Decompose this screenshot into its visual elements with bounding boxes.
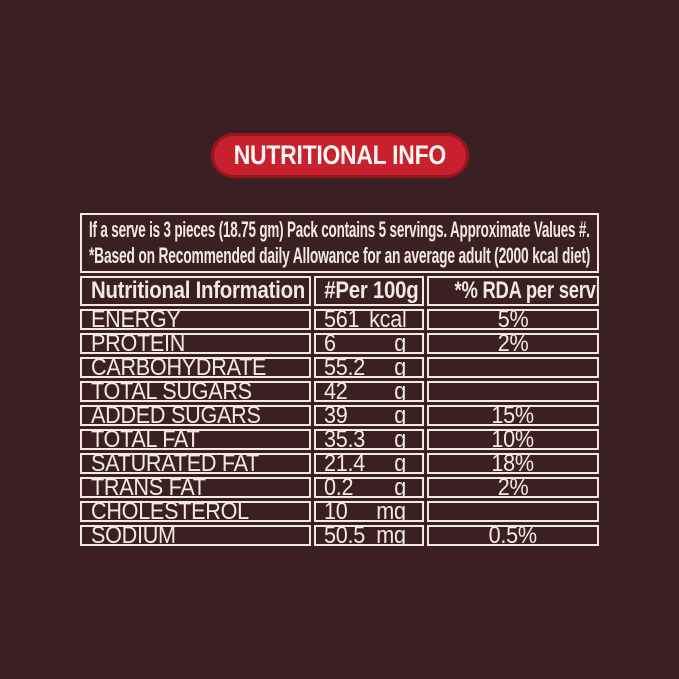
nutrient-unit: kcal — [368, 309, 407, 330]
nutrient-unit: g — [394, 333, 406, 354]
nutrient-value: 0.2 — [323, 477, 354, 498]
nutrient-value: 21.4 — [323, 453, 365, 474]
nutrient-name-cell: CARBOHYDRATE — [79, 357, 311, 378]
nutrient-name-cell: TOTAL SUGARS — [79, 381, 311, 402]
nutrient-rda-value: 2% — [497, 477, 529, 498]
nutrient-name: PROTEIN — [90, 333, 186, 354]
nutrient-rda-cell: 0.5% — [426, 525, 599, 546]
nutrient-name: ADDED SUGARS — [90, 405, 261, 426]
nutrient-name: CARBOHYDRATE — [90, 357, 267, 378]
column-header-row: Nutritional Information #Per 100g *% RDA… — [79, 276, 599, 306]
nutrient-rda-value: 0.5% — [488, 525, 538, 546]
nutrient-rda-cell: 10% — [426, 429, 599, 450]
nutrient-unit: mg — [376, 525, 407, 546]
nutrient-name-cell: PROTEIN — [79, 333, 311, 354]
nutrient-rda-value: 15% — [491, 405, 535, 426]
nutrient-value: 39 — [323, 405, 348, 426]
col-header-per-100g: #Per 100g — [313, 276, 424, 306]
nutritional-info-badge-label: NUTRITIONAL INFO — [233, 140, 446, 170]
nutrient-name-cell: TRANS FAT — [79, 477, 311, 498]
nutrient-amount-cell: 55.2 g — [313, 357, 424, 378]
col-header-nutritional-information: Nutritional Information — [79, 276, 311, 306]
nutrient-rda-value: 10% — [491, 429, 535, 450]
nutrient-name-cell: ENERGY — [79, 309, 311, 330]
nutrient-row: SATURATED FAT 21.4 g 18% — [79, 453, 599, 474]
nutrient-name: ENERGY — [90, 309, 181, 330]
nutrient-value: 6 — [323, 333, 336, 354]
nutrient-rda-cell — [426, 357, 599, 378]
nutrient-value: 10 — [323, 501, 348, 522]
nutrient-rda-cell — [426, 381, 599, 402]
nutrient-amount-cell: 50.5 mg — [313, 525, 424, 546]
nutrient-rda-cell: 2% — [426, 477, 599, 498]
nutrient-name: TRANS FAT — [90, 477, 206, 498]
nutrient-amount-cell: 6 g — [313, 333, 424, 354]
serving-note: If a serve is 3 pieces (18.75 gm) Pack c… — [79, 213, 599, 273]
nutrient-name-cell: SATURATED FAT — [79, 453, 311, 474]
nutrient-amount-cell: 10 mg — [313, 501, 424, 522]
nutrition-table-body: If a serve is 3 pieces (18.75 gm) Pack c… — [79, 213, 599, 546]
nutritional-info-badge: NUTRITIONAL INFO — [210, 133, 469, 178]
nutrient-name: TOTAL FAT — [90, 429, 200, 450]
nutrient-amount-cell: 39 g — [313, 405, 424, 426]
nutrient-unit: g — [394, 477, 406, 498]
nutrient-row: CHOLESTEROL 10 mg — [79, 501, 599, 522]
nutrient-name-cell: ADDED SUGARS — [79, 405, 311, 426]
serving-note-row: If a serve is 3 pieces (18.75 gm) Pack c… — [79, 213, 599, 273]
nutrient-row: PROTEIN 6 g 2% — [79, 333, 599, 354]
nutrient-amount-cell: 42 g — [313, 381, 424, 402]
nutrient-row: TRANS FAT 0.2 g 2% — [79, 477, 599, 498]
nutrient-value: 561 — [323, 309, 360, 330]
nutrient-value: 42 — [323, 381, 348, 402]
serving-note-line-1: If a serve is 3 pieces (18.75 gm) Pack c… — [88, 217, 590, 242]
nutrient-name: TOTAL SUGARS — [90, 381, 252, 402]
nutrient-row: ADDED SUGARS 39 g 15% — [79, 405, 599, 426]
nutrient-unit: g — [394, 453, 406, 474]
nutrient-amount-cell: 21.4 g — [313, 453, 424, 474]
nutrient-row: SODIUM 50.5 mg 0.5% — [79, 525, 599, 546]
nutrient-unit: mg — [376, 501, 407, 522]
nutrient-unit: g — [394, 381, 406, 402]
nutrient-row: CARBOHYDRATE 55.2 g — [79, 357, 599, 378]
nutrient-unit: g — [394, 357, 406, 378]
nutrient-name: SODIUM — [90, 525, 176, 546]
nutrient-rda-cell: 15% — [426, 405, 599, 426]
nutrient-rda-value: 2% — [497, 333, 529, 354]
nutrient-amount-cell: 0.2 g — [313, 477, 424, 498]
nutrient-rda-cell: 18% — [426, 453, 599, 474]
nutrient-name: SATURATED FAT — [90, 453, 260, 474]
nutrient-name: CHOLESTEROL — [90, 501, 249, 522]
nutrient-unit: g — [394, 405, 406, 426]
nutrient-amount-cell: 561 kcal — [313, 309, 424, 330]
nutrient-name-cell: TOTAL FAT — [79, 429, 311, 450]
nutrient-row: TOTAL FAT 35.3 g 10% — [79, 429, 599, 450]
nutrient-rda-value: 5% — [497, 309, 529, 330]
nutrient-value: 50.5 — [323, 525, 365, 546]
nutrient-row: ENERGY 561 kcal 5% — [79, 309, 599, 330]
nutrient-row: TOTAL SUGARS 42 g — [79, 381, 599, 402]
nutrient-name-cell: CHOLESTEROL — [79, 501, 311, 522]
nutrient-name-cell: SODIUM — [79, 525, 311, 546]
nutrient-rda-cell: 2% — [426, 333, 599, 354]
nutrient-rda-cell — [426, 501, 599, 522]
nutrition-facts-table: If a serve is 3 pieces (18.75 gm) Pack c… — [77, 210, 602, 549]
nutrient-rda-cell: 5% — [426, 309, 599, 330]
nutrient-value: 55.2 — [323, 357, 365, 378]
nutrient-amount-cell: 35.3 g — [313, 429, 424, 450]
serving-note-line-2: *Based on Recommended daily Allowance fo… — [88, 243, 591, 268]
nutrient-value: 35.3 — [323, 429, 365, 450]
col-header-rda-per-serving: *% RDA per serving — [426, 276, 599, 306]
nutrient-rda-value: 18% — [491, 453, 535, 474]
nutrient-unit: g — [394, 429, 406, 450]
